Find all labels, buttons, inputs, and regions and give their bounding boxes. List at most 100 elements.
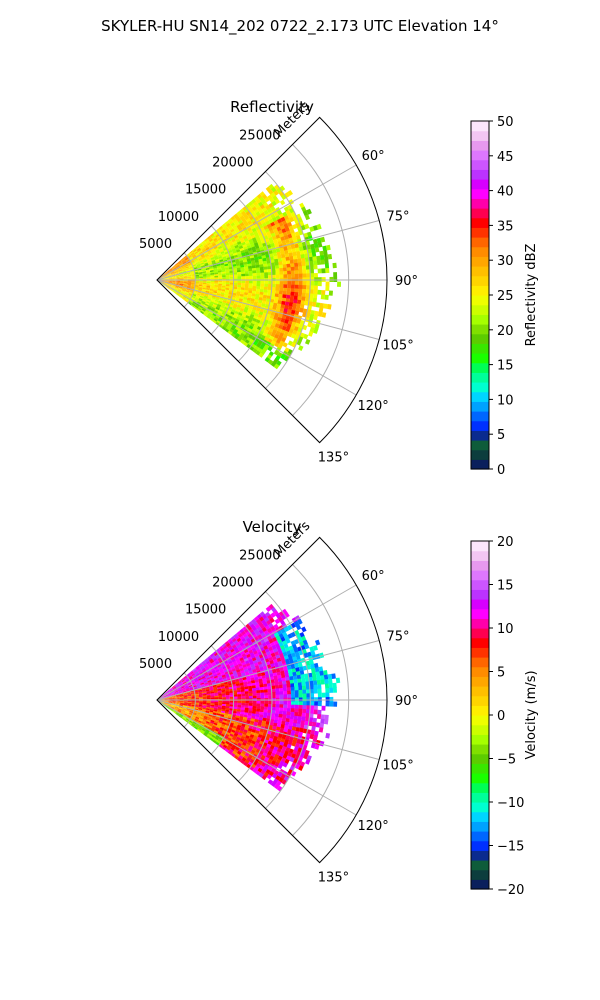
data-cell	[160, 700, 165, 702]
data-cell	[160, 278, 165, 280]
data-cell	[224, 654, 230, 659]
data-cell	[258, 772, 264, 778]
data-cell	[191, 700, 196, 702]
data-cell	[281, 228, 287, 234]
data-cell	[178, 269, 182, 272]
data-cell	[172, 266, 176, 269]
colorbar-swatch	[471, 570, 489, 581]
data-cell	[240, 759, 245, 765]
data-cell	[201, 290, 206, 293]
data-cell	[235, 332, 241, 338]
data-cell	[242, 213, 248, 218]
data-cell	[264, 671, 270, 676]
figure-title: SKYLER-HU SN14_202 0722_2.173 UTC Elevat…	[101, 17, 499, 36]
data-cell	[272, 669, 277, 674]
data-cell	[244, 290, 249, 293]
data-cell	[191, 696, 196, 698]
data-cell	[186, 679, 190, 683]
data-cell	[229, 640, 234, 645]
data-cell	[229, 722, 234, 726]
data-cell	[164, 278, 169, 279]
data-cell	[250, 225, 256, 230]
data-cell	[196, 682, 201, 686]
data-cell	[293, 299, 298, 304]
data-cell	[268, 657, 274, 662]
data-cell	[241, 210, 246, 216]
data-cell	[195, 672, 200, 676]
data-cell	[176, 278, 180, 280]
data-cell	[309, 264, 314, 270]
data-cell	[318, 666, 324, 672]
data-cell	[282, 714, 287, 719]
data-cell	[221, 689, 226, 693]
data-cell	[296, 251, 301, 256]
data-cell	[223, 669, 229, 673]
data-cell	[194, 258, 199, 262]
data-cell	[199, 280, 203, 282]
data-cell	[171, 692, 175, 695]
data-cell	[192, 302, 196, 306]
data-cell	[306, 689, 311, 694]
data-cell	[268, 250, 273, 255]
data-cell	[253, 674, 258, 678]
data-cell	[185, 266, 189, 269]
data-cell	[226, 230, 232, 235]
data-cell	[285, 256, 290, 262]
data-cell	[171, 284, 176, 287]
data-cell	[291, 726, 297, 732]
data-cell	[281, 297, 287, 302]
data-cell	[227, 317, 232, 322]
data-cell	[265, 606, 272, 612]
data-cell	[216, 291, 221, 295]
data-cell	[164, 703, 168, 705]
data-cell	[245, 703, 249, 706]
data-cell	[221, 649, 226, 654]
data-cell	[177, 710, 182, 713]
data-cell	[235, 238, 241, 243]
data-cell	[302, 288, 307, 294]
data-cell	[176, 712, 180, 715]
data-cell	[240, 289, 245, 293]
data-cell	[216, 670, 221, 675]
data-cell	[244, 707, 249, 711]
data-cell	[171, 272, 175, 275]
data-cell	[195, 295, 200, 299]
data-cell	[214, 232, 219, 237]
data-cell	[164, 698, 169, 699]
data-cell	[197, 727, 202, 731]
data-cell	[282, 294, 287, 299]
data-cell	[174, 286, 179, 289]
data-cell	[275, 707, 280, 711]
data-cell	[238, 677, 243, 682]
data-cell	[218, 308, 224, 313]
data-cell	[179, 696, 184, 698]
data-cell	[174, 708, 178, 711]
data-cell	[208, 682, 213, 686]
data-cell	[180, 684, 185, 688]
data-cell	[255, 713, 260, 718]
data-cell	[305, 289, 310, 294]
colorbar-tick-label: 10	[497, 622, 514, 637]
data-cell	[327, 304, 332, 310]
data-cell	[279, 687, 284, 692]
data-cell	[188, 713, 193, 716]
data-cell	[190, 286, 195, 289]
data-cell	[289, 229, 295, 235]
data-cell	[167, 273, 171, 276]
data-cell	[164, 702, 168, 705]
data-cell	[299, 202, 305, 209]
data-cell	[200, 685, 205, 688]
data-cell	[255, 267, 260, 271]
data-cell	[230, 244, 235, 249]
data-cell	[292, 656, 298, 662]
data-cell	[205, 729, 210, 733]
data-cell	[270, 781, 277, 787]
data-cell	[178, 288, 182, 291]
data-cell	[283, 223, 289, 229]
data-cell	[290, 704, 295, 709]
data-cell	[300, 300, 305, 306]
data-cell	[260, 269, 265, 274]
data-cell	[171, 704, 176, 707]
data-cell	[286, 294, 291, 299]
data-cell	[293, 746, 299, 752]
